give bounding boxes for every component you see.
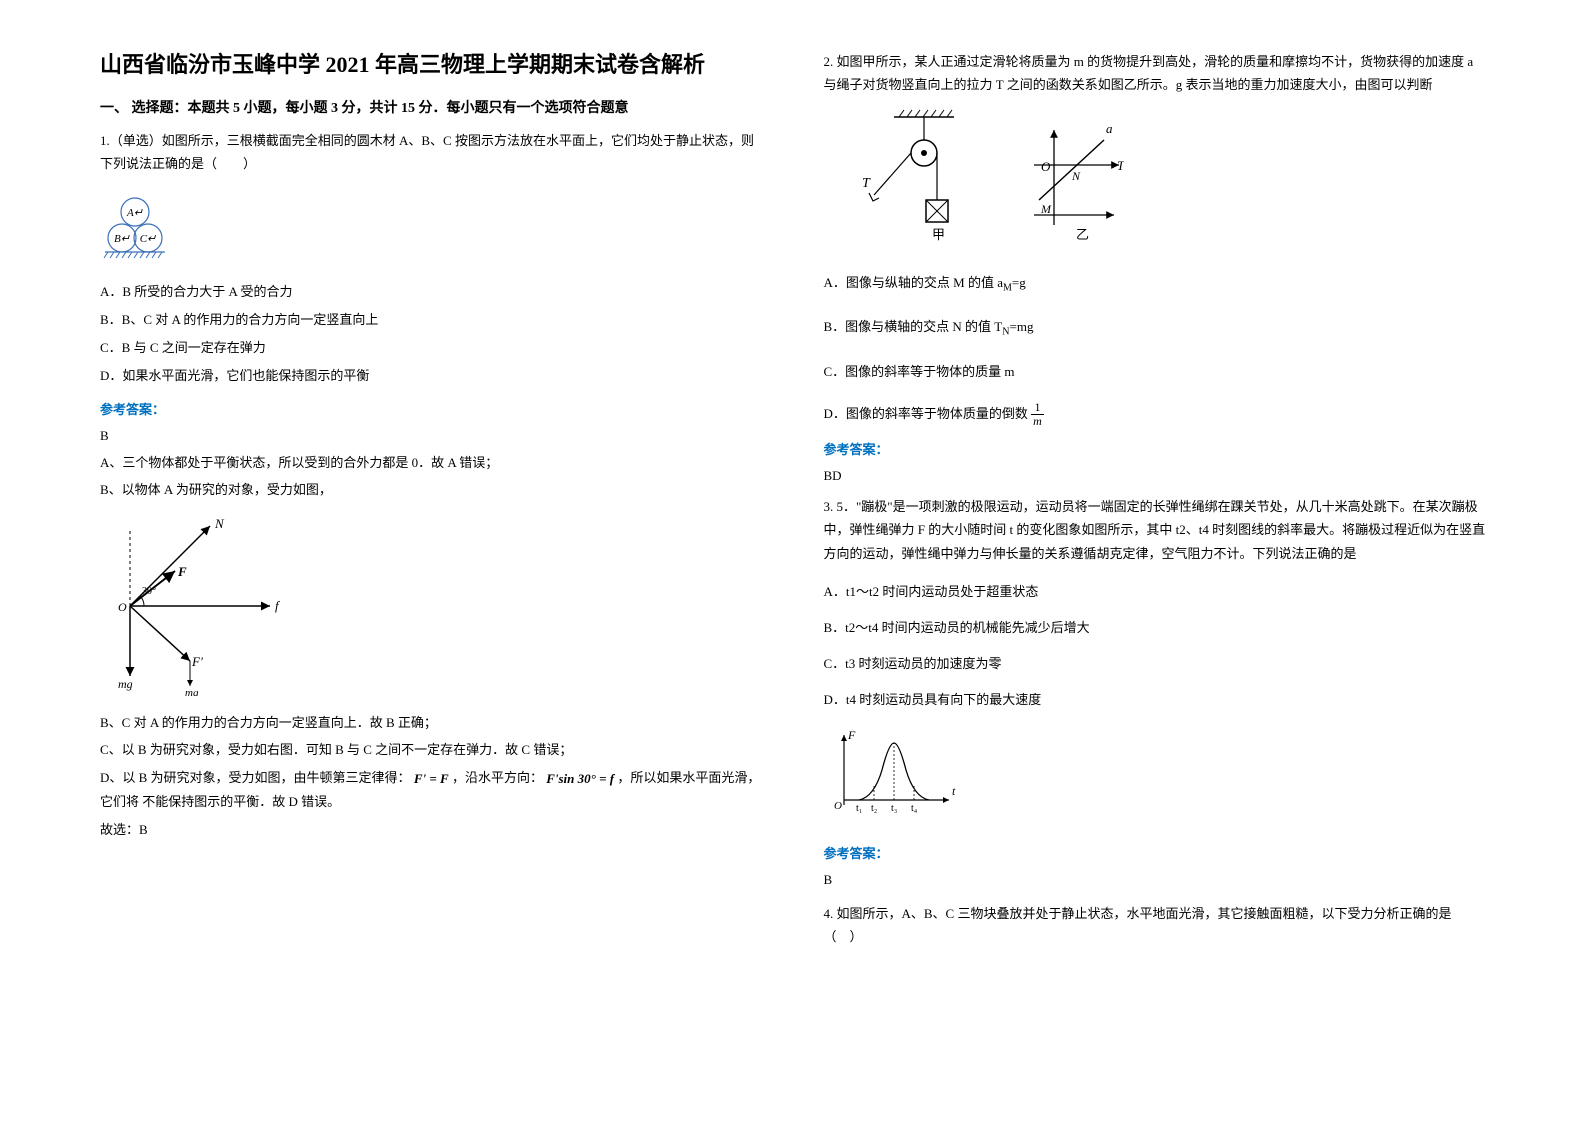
q4-stem: 4. 如图所示，A、B、C 三物块叠放并处于静止状态，水平地面光滑，其它接触面粗… bbox=[824, 902, 1488, 949]
exam-title: 山西省临汾市玉峰中学 2021 年高三物理上学期期末试卷含解析 bbox=[100, 50, 764, 81]
q2-optB-sub: N bbox=[1002, 327, 1009, 338]
q2-optA: A．图像与纵轴的交点 M 的值 aM=g bbox=[824, 270, 1488, 299]
fraction-icon: 1m bbox=[1031, 401, 1044, 428]
curve-label-t4: t₄ bbox=[911, 803, 918, 814]
q1-explD: D、以 B 为研究对象，受力如图，由牛顿第三定律得： F' = F ，沿水平方向… bbox=[100, 766, 764, 814]
force-label-f: f bbox=[275, 598, 281, 613]
q3-optD: D．t4 时刻运动员具有向下的最大速度 bbox=[824, 687, 1488, 713]
force-label-angle: 30° bbox=[142, 586, 156, 597]
ball-label-a: A↵ bbox=[126, 207, 143, 219]
q2-stem: 2. 如图甲所示，某人正通过定滑轮将质量为 m 的货物提升到高处，滑轮的质量和摩… bbox=[824, 50, 1488, 97]
formula-f2: F'sin 30° = f bbox=[546, 767, 614, 790]
q1-force-diagram: O N F 30° f mg F' mg bbox=[100, 516, 764, 701]
q2-optA-sub: M bbox=[1003, 282, 1012, 293]
graph-label-yi: 乙 bbox=[1076, 227, 1089, 242]
curve-label-O: O bbox=[834, 800, 842, 812]
q2-optD-pre: D．图像的斜率等于物体质量的倒数 bbox=[824, 406, 1028, 421]
q2-optB-pre: B．图像与横轴的交点 N 的值 T bbox=[824, 319, 1003, 334]
curve-label-t: t bbox=[952, 784, 956, 798]
graph-label-a: a bbox=[1106, 121, 1113, 136]
q3-optA: A．t1～t2 时间内运动员处于超重状态 bbox=[824, 579, 1488, 605]
q3-optC: C．t3 时刻运动员的加速度为零 bbox=[824, 651, 1488, 677]
right-column: 2. 如图甲所示，某人正通过定滑轮将质量为 m 的货物提升到高处，滑轮的质量和摩… bbox=[824, 50, 1488, 1082]
q1-figure-balls: A↵ B↵ C↵ bbox=[100, 192, 764, 267]
q2-optA-post: =g bbox=[1012, 275, 1026, 290]
pulley-label-T: T bbox=[862, 176, 871, 191]
section-header: 一、 选择题：本题共 5 小题，每小题 3 分，共计 15 分．每小题只有一个选… bbox=[100, 97, 764, 117]
force-label-mg: mg bbox=[118, 677, 133, 691]
graph-label-N: N bbox=[1071, 169, 1081, 183]
q3-answer: B bbox=[824, 868, 1488, 891]
q2-optB-post: =mg bbox=[1010, 319, 1034, 334]
q2-answer-label: 参考答案： bbox=[824, 439, 1488, 458]
q1-explC: C、以 B 为研究对象，受力如右图．可知 B 与 C 之间不一定存在弹力．故 C… bbox=[100, 738, 764, 761]
q3-answer-label: 参考答案： bbox=[824, 843, 1488, 862]
q3-stem: 3. 5．"蹦极"是一项刺激的极限运动，运动员将一端固定的长弹性绳绑在踝关节处，… bbox=[824, 495, 1488, 565]
curve-label-t3: t₃ bbox=[891, 803, 897, 814]
q1-optD: D．如果水平面光滑，它们也能保持图示的平衡 bbox=[100, 363, 764, 389]
force-label-O: O bbox=[118, 600, 127, 614]
q1-explD-part1: D、以 B 为研究对象，受力如图，由牛顿第三定律得： bbox=[100, 770, 411, 785]
q3-figure-curve: F t O t₁ t₂ t₃ t₄ bbox=[824, 725, 1488, 825]
q2-optA-pre: A．图像与纵轴的交点 M 的值 a bbox=[824, 275, 1003, 290]
q2-answer: BD bbox=[824, 464, 1488, 487]
q1-optA: A．B 所受的合力大于 A 受的合力 bbox=[100, 279, 764, 305]
curve-label-t2: t₂ bbox=[871, 803, 877, 814]
force-label-N: N bbox=[214, 516, 225, 531]
q3-optB: B．t2～t4 时间内运动员的机械能先减少后增大 bbox=[824, 615, 1488, 641]
q1-optB: B．B、C 对 A 的作用力的合力方向一定竖直向上 bbox=[100, 307, 764, 333]
q1-stem: 1.（单选）如图所示，三根横截面完全相同的圆木材 A、B、C 按图示方法放在水平… bbox=[100, 129, 764, 176]
ball-label-b: B↵ bbox=[114, 233, 130, 245]
q2-optC: C．图像的斜率等于物体的质量 m bbox=[824, 359, 1488, 385]
q2-figure: T 甲 a O T N M 乙 bbox=[844, 105, 1488, 250]
force-label-F: F bbox=[177, 564, 187, 579]
q1-explD-part2: ，沿水平方向： bbox=[452, 770, 543, 785]
force-label-Fp: F' bbox=[191, 654, 203, 669]
q1-optC: C．B 与 C 之间一定存在弹力 bbox=[100, 335, 764, 361]
q1-answer: B bbox=[100, 424, 764, 447]
q2-optB: B．图像与横轴的交点 N 的值 TN=mg bbox=[824, 314, 1488, 343]
pulley-label-jia: 甲 bbox=[932, 227, 945, 242]
q1-explB: B、C 对 A 的作用力的合力方向一定竖直向上．故 B 正确； bbox=[100, 711, 764, 734]
formula-f1: F' = F bbox=[414, 767, 449, 790]
graph-label-M: M bbox=[1040, 202, 1052, 216]
q1-conclude: 故选：B bbox=[100, 818, 764, 841]
q1-explB-intro: B、以物体 A 为研究的对象，受力如图， bbox=[100, 478, 764, 501]
force-label-mg2: mg bbox=[185, 687, 199, 696]
q1-answer-label: 参考答案： bbox=[100, 399, 764, 418]
q1-explA: A、三个物体都处于平衡状态，所以受到的合外力都是 0．故 A 错误； bbox=[100, 451, 764, 474]
curve-label-F: F bbox=[847, 728, 856, 742]
q2-optD: D．图像的斜率等于物体质量的倒数 1m bbox=[824, 401, 1488, 429]
left-column: 山西省临汾市玉峰中学 2021 年高三物理上学期期末试卷含解析 一、 选择题：本… bbox=[100, 50, 764, 1082]
curve-label-t1: t₁ bbox=[856, 803, 862, 814]
graph-label-O: O bbox=[1041, 159, 1051, 174]
ball-label-c: C↵ bbox=[140, 233, 157, 245]
